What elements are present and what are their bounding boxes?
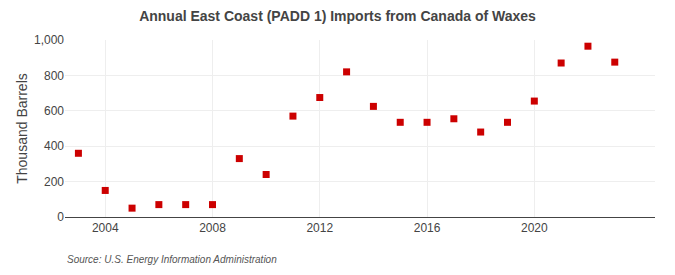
- svg-text:2020: 2020: [521, 221, 548, 235]
- svg-text:Annual East Coast (PADD 1) Imp: Annual East Coast (PADD 1) Imports from …: [139, 8, 536, 24]
- svg-text:2012: 2012: [306, 221, 333, 235]
- svg-text:200: 200: [44, 175, 64, 189]
- svg-text:2016: 2016: [414, 221, 441, 235]
- svg-text:400: 400: [44, 139, 64, 153]
- svg-text:600: 600: [44, 104, 64, 118]
- svg-text:0: 0: [57, 210, 64, 224]
- svg-text:2008: 2008: [199, 221, 226, 235]
- svg-text:Thousand Barrels: Thousand Barrels: [14, 73, 30, 184]
- svg-text:Source: U.S. Energy Informatio: Source: U.S. Energy Information Administ…: [67, 254, 277, 265]
- svg-text:1,000: 1,000: [34, 33, 64, 47]
- svg-text:2004: 2004: [92, 221, 119, 235]
- svg-text:800: 800: [44, 69, 64, 83]
